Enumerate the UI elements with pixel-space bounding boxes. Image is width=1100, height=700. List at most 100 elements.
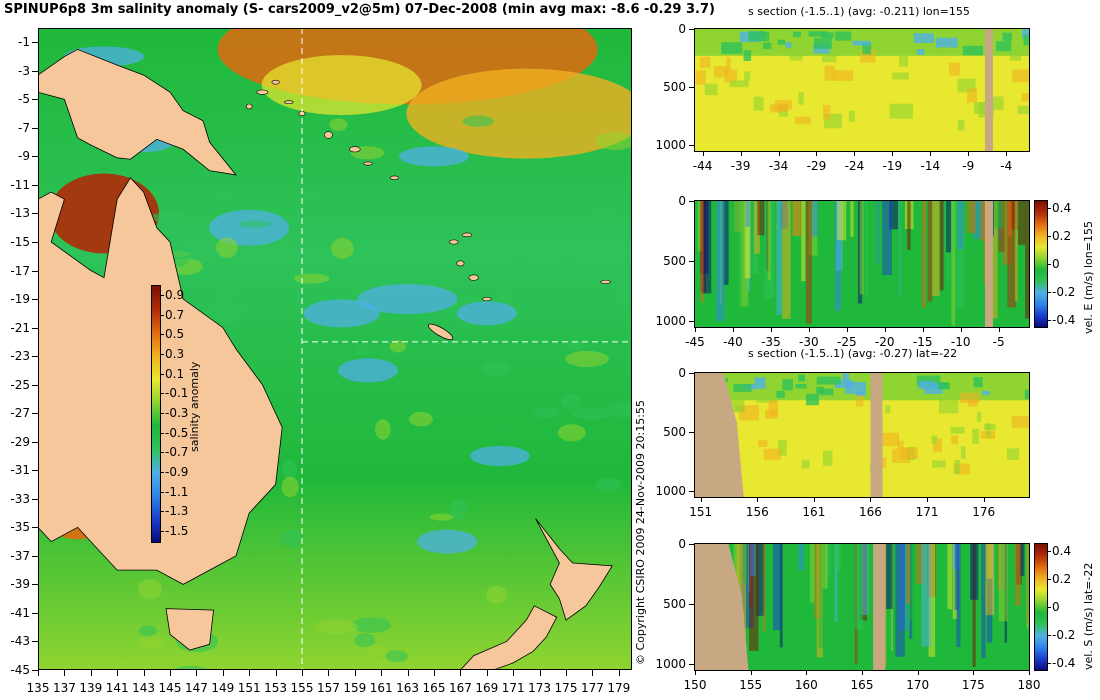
- velocity-column: [966, 201, 977, 234]
- section-cell: [1021, 92, 1029, 102]
- section-cell: [823, 450, 833, 466]
- section-cell: [976, 412, 982, 422]
- section-cell: [967, 88, 978, 103]
- section-x-tick: [960, 328, 962, 332]
- new-caledonia-landmass: [427, 323, 454, 341]
- map-y-tick-label: -29: [10, 434, 30, 449]
- map-x-tick-label: 145: [158, 681, 182, 695]
- map-colorbar-tick-label: -0.5: [165, 425, 189, 440]
- section-land: [695, 544, 749, 670]
- velocity-column: [782, 201, 791, 319]
- velocity-column: [756, 544, 765, 616]
- section-x-tick-label: -44: [692, 159, 713, 173]
- salinity-eddy: [355, 345, 371, 355]
- salinity-eddy: [330, 237, 354, 259]
- velocity-column: [792, 201, 803, 236]
- section-cell: [699, 56, 711, 68]
- section-cell: [695, 70, 706, 85]
- salinity-eddy: [294, 273, 330, 284]
- colorbar-tick-label: -0.2: [1052, 628, 1076, 642]
- map-x-tick: [143, 670, 145, 676]
- section-cell: [821, 53, 837, 63]
- velocity-column: [767, 201, 771, 281]
- colorbar-tick-label: 0.2: [1052, 229, 1072, 243]
- salinity-eddy: [237, 220, 271, 228]
- section-y-tick: [689, 544, 694, 545]
- salinity-eddy: [139, 634, 165, 652]
- velocity-column: [1007, 201, 1017, 308]
- section-surface-cell: [777, 39, 786, 45]
- section-y-tick-label: 1000: [655, 138, 686, 153]
- salinity-eddy: [351, 617, 392, 633]
- map-y-tick: [32, 498, 38, 500]
- section-x-tick-label: 170: [906, 678, 930, 692]
- map-colorbar-label: salinity anomaly: [188, 361, 201, 452]
- section-cell: [984, 423, 996, 430]
- colorbar-tick: [1048, 320, 1051, 321]
- velocity-column: [906, 544, 911, 605]
- salinity-eddy: [385, 650, 408, 663]
- section-surface-cell: [1021, 29, 1029, 39]
- map-x-tick-label: 173: [528, 681, 552, 695]
- vel-e-colorbar: [1034, 200, 1048, 328]
- velocity-column: [1002, 201, 1012, 265]
- velocity-column: [773, 544, 782, 631]
- velocity-column: [1014, 544, 1021, 606]
- velocity-column: [1028, 544, 1029, 613]
- section-surface-cell: [1024, 389, 1029, 400]
- section-y-tick-label: 500: [663, 80, 686, 95]
- velocity-column: [972, 544, 976, 667]
- map-y-tick-label: -9: [18, 149, 30, 164]
- section-x-tick: [813, 498, 815, 502]
- section-cell: [954, 460, 961, 475]
- map-x-tick-label: 137: [52, 681, 76, 695]
- velocity-column: [809, 544, 815, 603]
- salinity-eddy: [363, 645, 388, 655]
- map-x-tick: [249, 670, 251, 676]
- map-x-tick: [486, 670, 488, 676]
- map-y-tick: [32, 384, 38, 386]
- section-surface-cell: [721, 42, 743, 54]
- section-x-tick-label: -29: [806, 159, 827, 173]
- section-x-tick-label: -35: [761, 335, 781, 349]
- velocity-column: [970, 544, 979, 600]
- velocity-column: [834, 544, 838, 622]
- section-cell: [856, 392, 864, 407]
- map-y-tick-label: -31: [10, 463, 30, 478]
- section-surface-cell: [814, 37, 832, 49]
- velocity-column: [976, 544, 983, 650]
- velocity-column: [859, 201, 864, 295]
- section-cell: [892, 72, 909, 80]
- island: [324, 131, 333, 139]
- section-x-tick-label: 176: [972, 505, 996, 519]
- velocity-column: [1019, 544, 1025, 576]
- velocity-column: [939, 201, 944, 291]
- section-x-tick-label: -4: [1000, 159, 1013, 173]
- map-colorbar-tick: [161, 531, 164, 532]
- map-x-tick-label: 151: [237, 681, 261, 695]
- colorbar-tick: [1048, 264, 1051, 265]
- salinity-eddy: [572, 406, 612, 420]
- map-y-tick: [32, 470, 38, 472]
- section-cell: [885, 405, 891, 414]
- section-surface-cell: [852, 40, 871, 46]
- island: [256, 89, 269, 95]
- map-x-tick-label: 171: [501, 681, 525, 695]
- map-y-tick: [32, 299, 38, 301]
- map-y-tick-label: -37: [10, 548, 30, 563]
- section-x-tick-label: -40: [723, 335, 743, 349]
- map-colorbar-tick: [161, 413, 164, 414]
- section-x-tick: [927, 498, 929, 502]
- map-x-tick: [381, 670, 383, 676]
- vel-s-colorbar: [1034, 543, 1048, 671]
- map-colorbar-tick-label: -1.1: [165, 484, 189, 499]
- velocity-column: [716, 201, 725, 322]
- map-x-tick-label: 175: [554, 681, 578, 695]
- salinity-eddy: [281, 529, 303, 548]
- colorbar-tick: [1048, 208, 1051, 209]
- section-x-tick-label: 150: [683, 678, 707, 692]
- section-cell: [823, 105, 831, 120]
- map-x-tick-label: 165: [422, 681, 446, 695]
- map-x-tick: [302, 670, 303, 676]
- section-cell: [764, 409, 778, 419]
